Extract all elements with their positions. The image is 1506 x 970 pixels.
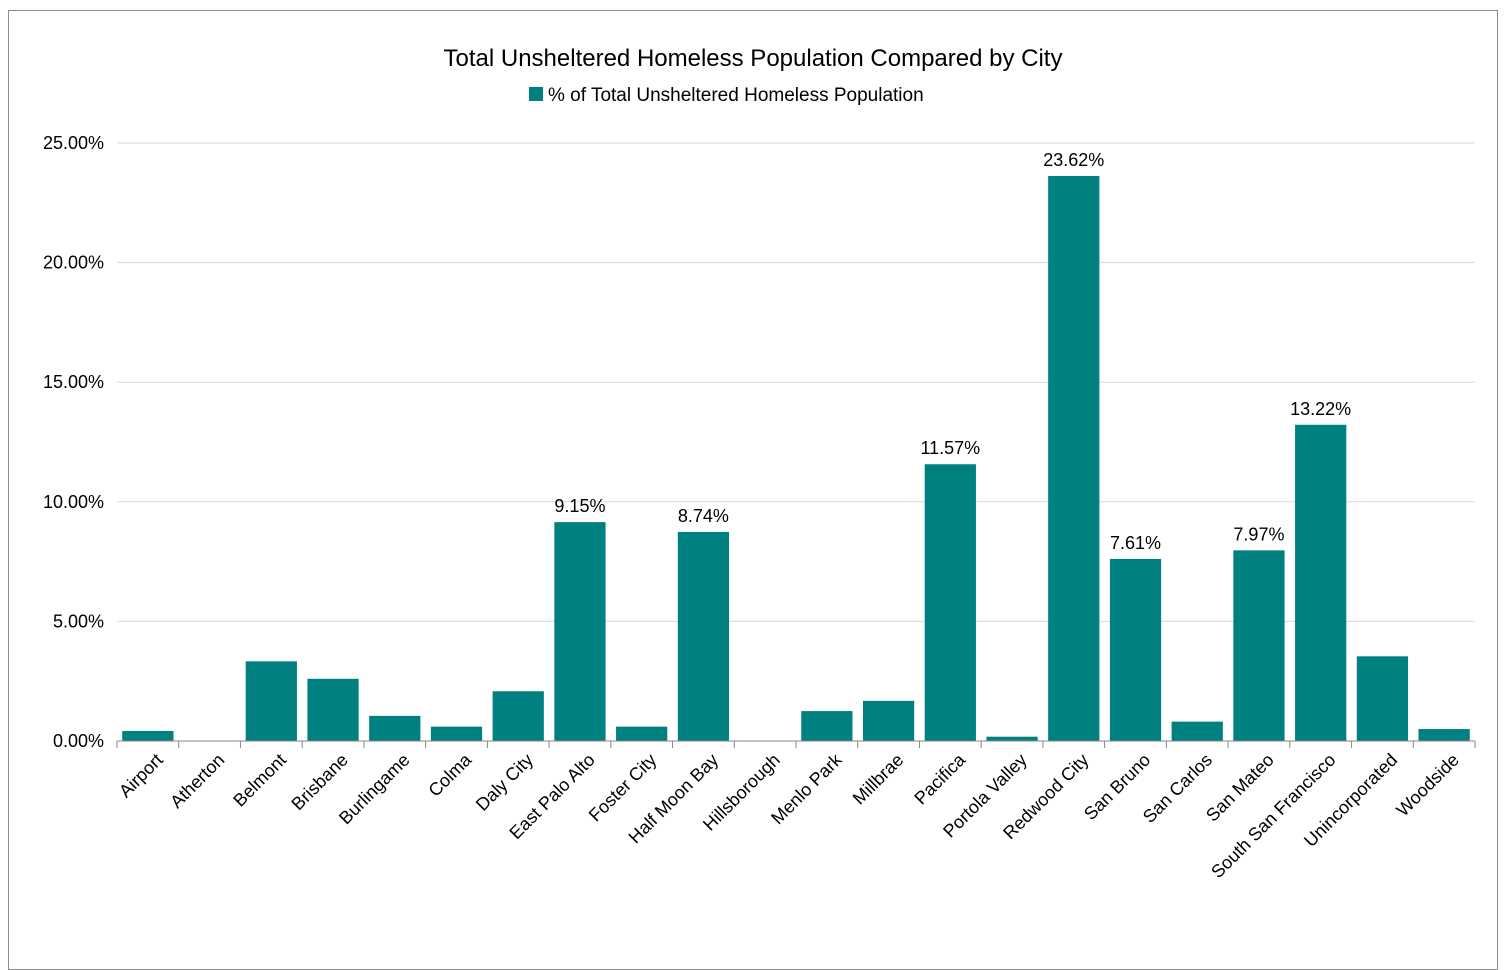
bar xyxy=(1048,176,1100,742)
bar xyxy=(369,715,421,741)
bar xyxy=(616,726,668,741)
bar xyxy=(307,678,359,741)
x-tick-label: Pacifica xyxy=(910,749,969,808)
data-label: 11.57% xyxy=(920,438,980,458)
y-tick-label: 10.00% xyxy=(43,492,104,512)
x-tick-label: Belmont xyxy=(229,750,290,811)
data-label: 8.74% xyxy=(678,506,729,526)
gridlines xyxy=(117,142,1475,622)
y-tick-label: 25.00% xyxy=(43,133,104,153)
bar xyxy=(1233,550,1285,741)
x-axis-labels: Airport Atherton BelmontBrisbaneBurlingame… xyxy=(115,749,1463,882)
x-tick-label: Atherton xyxy=(166,750,228,812)
bar xyxy=(924,464,976,741)
bar xyxy=(862,700,915,741)
bar xyxy=(986,736,1038,741)
data-label: 13.22% xyxy=(1290,399,1351,419)
chart-title: Total Unsheltered Homeless Population Co… xyxy=(444,45,1063,72)
bar xyxy=(1418,729,1470,741)
bar xyxy=(1356,656,1409,741)
bar xyxy=(1171,721,1223,741)
bar xyxy=(554,522,606,741)
x-tick-label: Brisbane xyxy=(287,750,351,814)
y-tick-label: 20.00% xyxy=(43,253,104,273)
data-label: 9.15% xyxy=(554,496,605,516)
x-tick-label: Daly City xyxy=(472,750,537,815)
x-tick-label: Woodside xyxy=(1392,750,1463,821)
x-axis-ticks xyxy=(116,741,1476,748)
bar xyxy=(1109,558,1162,741)
data-label: 7.97% xyxy=(1233,524,1284,544)
x-tick-label: Colma xyxy=(424,749,476,801)
y-tick-label: 15.00% xyxy=(43,372,104,392)
bars xyxy=(122,176,1470,742)
x-tick-label: Airport xyxy=(115,750,167,802)
bar xyxy=(245,661,297,741)
bar xyxy=(677,531,730,741)
data-labels: 9.15% 8.74% 11.57% 23.62% 7.61% 7.97% 13.22% xyxy=(554,150,1351,553)
data-label: 7.61% xyxy=(1110,533,1161,553)
x-tick-label: Millbrae xyxy=(849,750,908,809)
bar xyxy=(1295,424,1347,741)
y-axis-ticks: 0.00% 5.00% 10.00% 15.00% 20.00% 25.00% xyxy=(43,133,104,751)
legend-label: % of Total Unsheltered Homeless Populati… xyxy=(548,85,924,106)
bar xyxy=(492,691,544,741)
chart: Total Unsheltered Homeless Population Co… xyxy=(43,45,1476,882)
y-tick-label: 5.00% xyxy=(53,611,104,631)
data-label: 23.62% xyxy=(1043,150,1104,170)
legend: % of Total Unsheltered Homeless Populati… xyxy=(529,85,924,106)
bar xyxy=(801,711,853,741)
bar xyxy=(430,726,483,741)
legend-swatch xyxy=(529,87,543,101)
bar xyxy=(122,730,174,741)
y-tick-label: 0.00% xyxy=(53,731,104,751)
